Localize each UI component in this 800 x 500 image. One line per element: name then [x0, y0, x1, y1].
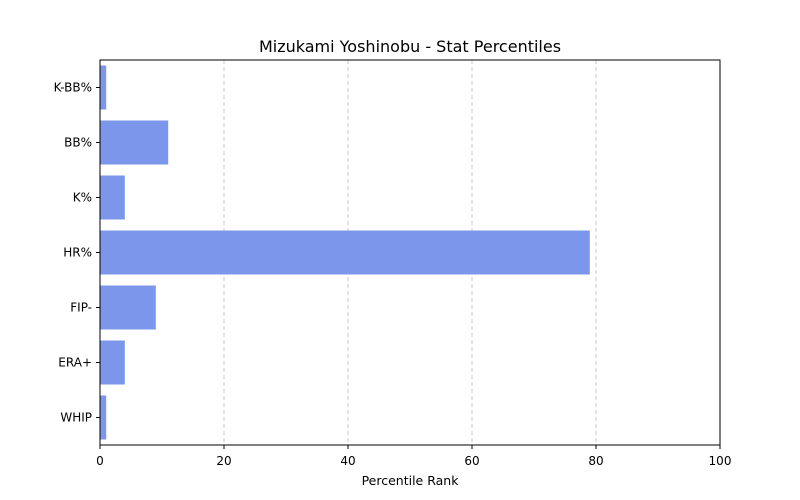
x-tick-label: 60 [464, 454, 479, 468]
y-tick-label: BB% [64, 136, 92, 150]
y-axis: WHIP ERA+ FIP- HR% K% BB% K-BB% [54, 81, 100, 425]
x-tick-label: 40 [340, 454, 355, 468]
y-tick-label: FIP- [70, 301, 92, 315]
bar [100, 65, 107, 110]
y-tick-label: K-BB% [54, 81, 92, 95]
bar [100, 120, 169, 165]
chart-title: Mizukami Yoshinobu - Stat Percentiles [259, 37, 561, 56]
y-tick-label: K% [73, 191, 92, 205]
x-tick-label: 80 [588, 454, 603, 468]
y-tick-label: WHIP [60, 411, 92, 425]
y-tick-label: ERA+ [58, 356, 92, 370]
bar [100, 340, 125, 385]
bar [100, 175, 125, 220]
bar [100, 395, 107, 440]
bar [100, 285, 156, 330]
x-tick-label: 100 [709, 454, 732, 468]
x-tick-label: 20 [216, 454, 231, 468]
x-tick-label: 0 [96, 454, 104, 468]
x-axis: 0 20 40 60 80 100 [96, 445, 731, 468]
y-tick-label: HR% [63, 246, 92, 260]
x-axis-label: Percentile Rank [362, 473, 460, 488]
bars [100, 65, 590, 440]
bar [100, 230, 590, 275]
